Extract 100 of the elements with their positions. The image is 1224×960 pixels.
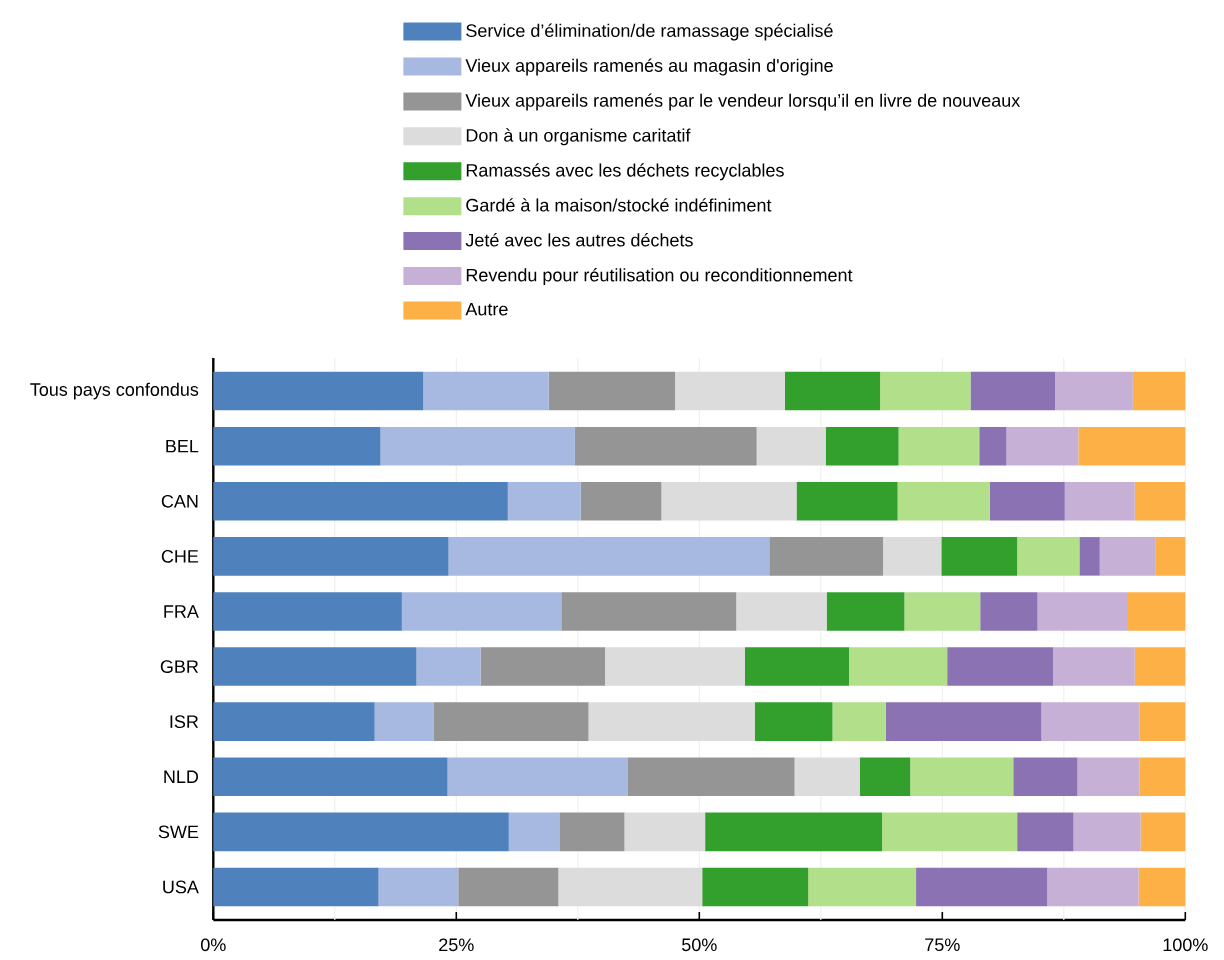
bar [1139, 757, 1186, 797]
bar [213, 647, 417, 686]
y-tick-label: USA [163, 880, 199, 894]
bar [433, 702, 589, 741]
bar [826, 592, 905, 631]
bar [882, 812, 1018, 852]
bar [548, 371, 676, 411]
bar [1037, 592, 1127, 631]
bar [559, 812, 625, 852]
bar [605, 647, 745, 686]
bar [458, 867, 559, 907]
bar [1078, 426, 1186, 466]
bar [1006, 426, 1079, 466]
bar [661, 481, 797, 521]
y-tick-label: GBR [160, 660, 199, 673]
bar [880, 371, 971, 411]
bar [979, 426, 1007, 466]
legend-label: Vieux appareils ramenés au magasin d'origine [465, 58, 833, 76]
bar [1073, 812, 1141, 852]
bar [1132, 371, 1186, 411]
bar [401, 592, 562, 631]
bar [769, 537, 884, 576]
bar [558, 867, 703, 907]
x-tick-label: 75% [925, 938, 960, 952]
bar [832, 702, 886, 741]
bar [213, 702, 375, 741]
bar [1134, 647, 1186, 686]
bar [897, 481, 990, 521]
bar [448, 537, 770, 576]
bar [1077, 757, 1140, 797]
y-tick-label: NLD [164, 770, 199, 783]
x-tick-label: 100% [1163, 938, 1208, 952]
bar [213, 757, 448, 797]
bar [1099, 537, 1156, 576]
bar [380, 426, 575, 466]
bar [213, 592, 402, 631]
bar [910, 757, 1014, 797]
bar [624, 812, 706, 852]
bar [1013, 757, 1078, 797]
bar [849, 647, 948, 686]
legend-label: Don à un organisme caritatif [466, 128, 691, 146]
bar [1053, 647, 1135, 686]
bar [736, 592, 827, 631]
y-tick-label: FRA [164, 605, 199, 618]
y-tick-label: SWE [158, 825, 199, 839]
bar [1041, 702, 1140, 741]
bar [883, 537, 942, 576]
bar [825, 426, 899, 466]
y-tick-label: Tous pays confondus [30, 382, 199, 400]
bar [941, 537, 1018, 576]
bar [1138, 867, 1186, 907]
y-tick-label: CAN [161, 494, 198, 508]
bar [588, 702, 755, 741]
y-tick-label: BEL [166, 439, 199, 453]
bar [580, 481, 662, 521]
bar [627, 757, 795, 797]
bar [1139, 702, 1186, 741]
bar [885, 702, 1042, 741]
x-tick-label: 0% [201, 938, 226, 952]
bar [784, 371, 881, 411]
bar [213, 481, 508, 521]
bar [416, 647, 481, 686]
bar [213, 371, 424, 411]
bar [1140, 812, 1186, 852]
bar [980, 592, 1038, 631]
bar [744, 647, 849, 686]
bar [754, 702, 833, 741]
bar [675, 371, 785, 411]
bar [859, 757, 911, 797]
legend-label: Vieux appareils ramenés par le vendeur lorsqu’il en livre de nouveaux [465, 93, 1021, 111]
legend-label: Gardé à la maison/stocké indéfiniment [466, 198, 772, 212]
bar [1126, 592, 1186, 631]
bar [213, 812, 509, 852]
bar [561, 592, 737, 631]
bar [480, 647, 606, 686]
bar [898, 426, 980, 466]
bar [1079, 537, 1100, 576]
bar [1064, 481, 1135, 521]
legend-label: Autre [465, 302, 508, 316]
bar [378, 867, 459, 907]
bar [989, 481, 1065, 521]
legend-label: Service d’élimination/de ramassage spécialisé [466, 23, 833, 41]
bar [423, 371, 549, 411]
bar [213, 537, 449, 576]
bar [447, 757, 628, 797]
bar [702, 867, 809, 907]
bar [507, 481, 581, 521]
bar [1155, 537, 1186, 576]
bar [1055, 371, 1133, 411]
x-tick-label: 50% [682, 938, 717, 952]
bar [970, 371, 1056, 411]
bar [213, 426, 381, 466]
bar [808, 867, 917, 907]
bar [213, 867, 379, 907]
bar [705, 812, 883, 852]
bar [947, 647, 1054, 686]
bar [796, 481, 898, 521]
bar [1017, 812, 1074, 852]
bar [1047, 867, 1139, 907]
legend-label: Jeté avec les autres déchets [465, 233, 693, 247]
